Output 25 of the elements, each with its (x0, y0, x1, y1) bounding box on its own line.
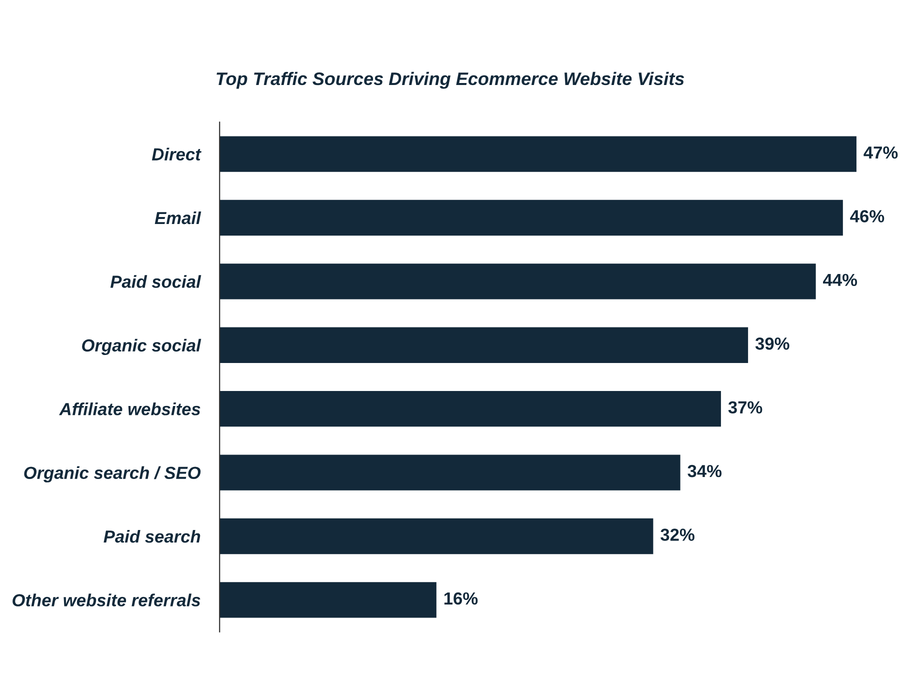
y-tick-label: Direct (152, 148, 202, 160)
bar (220, 454, 680, 490)
data-label: 46% (850, 210, 884, 222)
bar (220, 136, 856, 172)
bar (220, 264, 816, 300)
y-tick-label: Other website referrals (12, 594, 200, 606)
y-tick-label: Affiliate websites (58, 402, 200, 416)
y-tick-label: Email (154, 211, 202, 224)
y-tick-label: Organic search / SEO (24, 466, 201, 482)
data-label: 37% (728, 401, 762, 414)
chart-title: Top Traffic Sources Driving Ecommerce Website Visits (216, 72, 684, 89)
y-tick-label: Organic social (82, 338, 202, 356)
bar (220, 391, 721, 427)
y-tick-label: Paid social (110, 275, 202, 288)
data-label: 47% (864, 146, 898, 159)
data-label: 34% (688, 464, 722, 478)
bar (220, 200, 843, 236)
bar (220, 518, 654, 554)
data-label: 44% (823, 274, 858, 286)
data-label: 39% (755, 338, 790, 350)
data-label: 32% (660, 528, 694, 541)
y-tick-label: Paid search (104, 530, 200, 543)
bar (220, 327, 748, 363)
bar (220, 582, 436, 618)
data-label: 16% (444, 592, 478, 605)
